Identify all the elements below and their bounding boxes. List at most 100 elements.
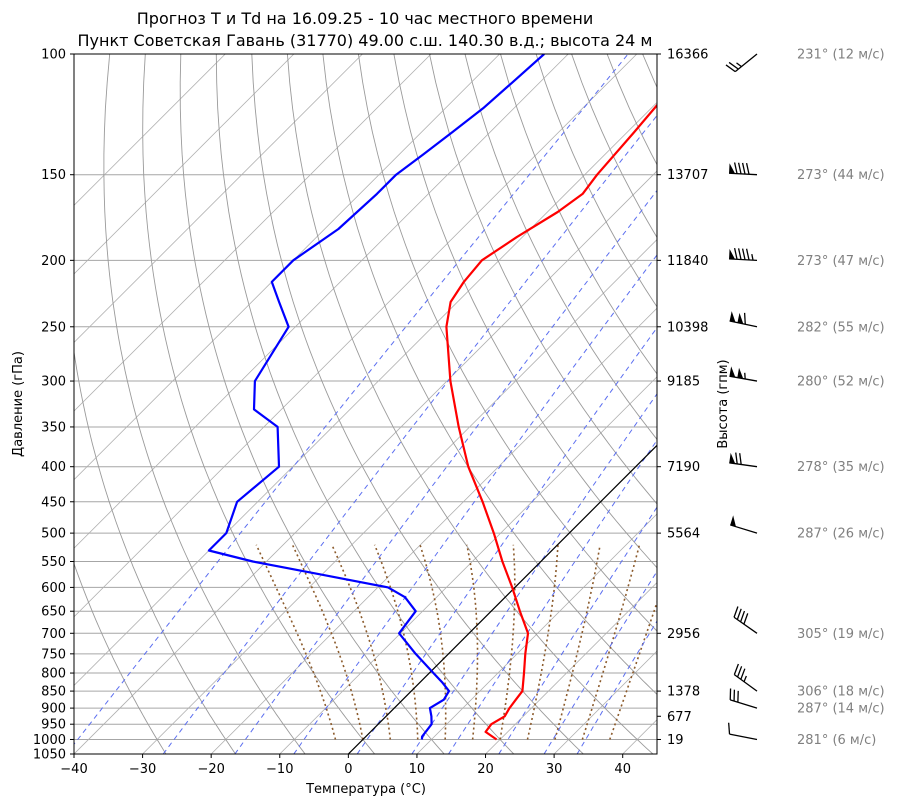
x-tick-label: −30	[129, 762, 156, 777]
wind-label: 305° (19 м/с)	[797, 627, 885, 642]
mixing-ratio-line	[74, 54, 629, 746]
dry-adiabat	[322, 54, 657, 696]
wind-barb-pennant	[737, 367, 744, 379]
x-tick-label: −10	[266, 762, 293, 777]
isotherm-line	[142, 239, 657, 754]
isotherm-line	[622, 719, 657, 754]
y-tick-label: 850	[41, 685, 66, 700]
moist-adiabat	[499, 544, 516, 740]
dry-adiabat	[714, 54, 900, 754]
mixing-ratio-line	[234, 189, 657, 754]
mixing-ratio-line	[543, 570, 657, 754]
wind-barb-staff	[730, 524, 758, 534]
wind-barb	[733, 663, 758, 692]
isotherm-line	[74, 54, 569, 549]
wind-barb-staff	[729, 462, 758, 468]
x-tick-label: 40	[614, 762, 631, 777]
wind-label: 287° (26 м/с)	[797, 527, 885, 542]
wind-barb	[729, 311, 758, 328]
wind-barb	[725, 53, 758, 73]
isotherm-line	[74, 54, 295, 275]
height-tick-label: 1378	[667, 685, 700, 700]
wind-barb-flag	[740, 610, 746, 623]
isotherm-line	[74, 170, 657, 754]
wind-barb-half-flag	[751, 253, 754, 261]
y-tick-label: 300	[41, 375, 66, 390]
dry-adiabat	[749, 54, 900, 754]
x-tick-label: 0	[344, 762, 352, 777]
y-tick-label: 250	[41, 320, 66, 335]
moist-adiabat	[581, 544, 641, 740]
wind-barb-pennant	[729, 311, 736, 323]
y-tick-label: 700	[41, 627, 66, 642]
wind-barb-staff	[734, 53, 758, 73]
wind-barb-staff	[729, 172, 758, 176]
height-tick-label: 9185	[667, 375, 700, 390]
y-tick-label: 950	[41, 718, 66, 733]
dry-adiabat	[856, 54, 900, 754]
wind-barb-flag	[743, 312, 746, 325]
chart-subtitle: Пункт Советская Гавань (31770) 49.00 с.ш…	[78, 31, 653, 50]
wind-barb-pennant	[737, 312, 744, 324]
wind-barb-flag	[736, 608, 742, 620]
y-tick-label: 900	[41, 702, 66, 717]
dry-adiabat	[142, 54, 376, 754]
height-tick-label: 7190	[667, 460, 700, 475]
wind-barb-flag	[728, 61, 739, 70]
dry-adiabat	[500, 54, 657, 375]
height-tick-label: 10398	[667, 320, 708, 335]
isotherm-line	[74, 54, 226, 206]
wind-label: 278° (35 м/с)	[797, 460, 885, 475]
wind-barb-pennant	[729, 248, 736, 260]
dry-adiabat	[74, 54, 236, 754]
moist-adiabat	[609, 600, 657, 740]
wind-barb-staff	[733, 674, 758, 692]
wind-label: 280° (52 м/с)	[797, 375, 885, 390]
wind-barb-flag	[737, 162, 742, 175]
wind-barb-pennant	[729, 163, 736, 174]
wind-label: 231° (12 м/с)	[797, 48, 885, 63]
isotherm-line	[74, 54, 432, 412]
chart-title: Прогноз T и Td на 16.09.25 - 10 час мест…	[137, 9, 593, 28]
y-tick-label: 100	[41, 48, 66, 63]
y-tick-label: 350	[41, 420, 66, 435]
dry-adiabat	[357, 54, 657, 632]
height-tick-label: 5564	[667, 527, 700, 542]
moist-adiabat	[291, 544, 364, 740]
wind-barb-half-flag	[743, 675, 747, 682]
height-tick-label: 2956	[667, 627, 700, 642]
isotherm-line	[74, 54, 363, 344]
wind-barb-flag	[737, 248, 742, 260]
y-tick-label: 800	[41, 667, 66, 682]
height-axis-label: Высота (гпм)	[716, 359, 731, 448]
isotherm-line	[485, 581, 657, 754]
moist-adiabat	[255, 544, 337, 740]
y-axis-label: Давление (гПа)	[11, 351, 26, 457]
height-tick-label: 16366	[667, 48, 708, 63]
dry-adiabat	[642, 54, 657, 89]
isotherm-line	[74, 54, 638, 618]
series-lines	[207, 54, 657, 741]
zero-isotherm-line	[347, 444, 657, 754]
wind-barb-pennant	[729, 366, 736, 378]
wind-barb-flag	[743, 613, 749, 625]
y-tick-label: 1050	[33, 748, 66, 763]
height-tick-label: 11840	[667, 254, 708, 269]
wind-barb	[729, 688, 758, 709]
wind-barb-flag	[733, 606, 739, 618]
x-tick-label: 10	[409, 762, 426, 777]
x-tick-label: −20	[197, 762, 224, 777]
wind-barb-half-flag	[736, 62, 742, 68]
wind-label: 287° (14 м/с)	[797, 702, 885, 717]
moist-adiabat	[419, 544, 447, 740]
moist-adiabat	[373, 544, 419, 740]
dry-adiabat	[820, 54, 900, 754]
height-tick-label: 13707	[667, 168, 708, 183]
isotherm-line	[74, 101, 657, 686]
wind-barb	[733, 606, 758, 634]
dry-adiabat	[606, 54, 657, 166]
wind-barb-flag	[745, 248, 750, 261]
moist-adiabat	[526, 544, 559, 740]
